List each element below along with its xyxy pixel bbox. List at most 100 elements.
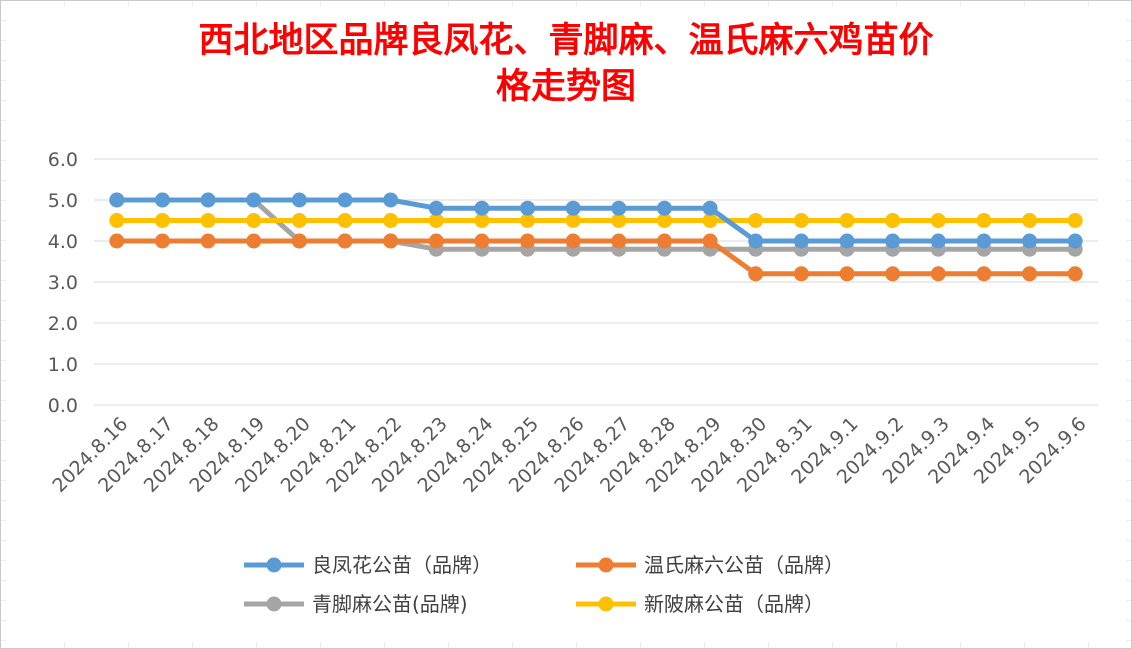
legend-item: 青脚麻公苗(品牌) [244,592,468,616]
data-point [656,233,672,249]
data-point [976,233,992,249]
legend-item: 温氏麻六公苗（品牌） [576,553,844,577]
x-axis-ticks: 2024.8.162024.8.172024.8.182024.8.192024… [48,413,1090,497]
data-point [383,213,399,228]
y-tick-label: 3.0 [48,272,78,294]
data-point [200,213,216,228]
data-point [748,266,764,282]
data-point [930,213,946,228]
y-tick-label: 6.0 [48,149,78,171]
data-point [520,213,536,228]
data-point [520,200,536,216]
data-point [702,233,718,249]
data-point [611,200,627,216]
legend-swatch-marker [266,596,282,612]
data-point [109,233,125,249]
data-point [200,192,216,208]
data-point [930,266,946,282]
data-point [611,213,627,228]
data-point [383,233,399,249]
data-point [611,233,627,249]
data-point [748,233,764,249]
data-point [839,233,855,249]
data-point [1022,266,1038,282]
data-point [930,233,946,249]
data-point [565,233,581,249]
data-point [383,192,399,208]
data-point [793,213,809,228]
data-point [337,192,353,208]
y-tick-label: 0.0 [48,395,78,417]
data-point [337,233,353,249]
data-point [428,213,444,228]
data-point [291,233,307,249]
data-point [246,233,262,249]
data-point [793,266,809,282]
data-point [976,213,992,228]
legend-item: 良凤花公苗（品牌） [244,553,492,577]
data-point [1022,233,1038,249]
data-point [656,213,672,228]
data-point [154,192,170,208]
data-point [656,200,672,216]
legend-swatch-marker [266,557,282,573]
data-point [839,213,855,228]
data-point [246,213,262,228]
legend-label: 温氏麻六公苗（品牌） [644,553,844,577]
data-point [246,192,262,208]
data-point [839,266,855,282]
data-point [200,233,216,249]
data-point [1067,266,1083,282]
data-point [474,200,490,216]
legend-item: 新陂麻公苗（品牌） [576,592,824,616]
series-lines [109,192,1083,282]
data-point [1067,233,1083,249]
chart-title-line-2: 格走势图 [495,66,636,107]
chart-area [6,6,1126,642]
series-3 [109,213,1083,228]
legend-label: 新陂麻公苗（品牌） [644,592,824,616]
legend-swatch-marker [598,596,614,612]
data-point [474,233,490,249]
legend-label: 良凤花公苗（品牌） [312,553,492,577]
legend: 良凤花公苗（品牌） 温氏麻六公苗（品牌） 青脚麻公苗(品牌) 新陂麻公苗（品牌） [244,553,844,616]
y-tick-label: 1.0 [48,354,78,376]
data-point [291,213,307,228]
series-line [116,238,1076,277]
y-tick-label: 5.0 [48,190,78,212]
chart-title-line-1: 西北地区品牌良凤花、青脚麻、温氏麻六鸡苗价 [198,20,934,61]
data-point [474,213,490,228]
data-point [885,266,901,282]
series-1 [109,233,1083,282]
data-point [520,233,536,249]
series-0 [109,192,1083,249]
data-point [1022,213,1038,228]
data-point [154,213,170,228]
data-point [428,200,444,216]
legend-label: 青脚麻公苗(品牌) [312,592,468,616]
y-axis-ticks: 0.0 1.0 2.0 3.0 4.0 5.0 6.0 [48,149,78,417]
data-point [976,266,992,282]
data-point [1067,213,1083,228]
data-point [337,213,353,228]
data-point [428,233,444,249]
y-tick-label: 2.0 [48,313,78,335]
data-point [291,192,307,208]
data-point [885,213,901,228]
data-point [565,213,581,228]
data-point [793,233,809,249]
y-tick-label: 4.0 [48,231,78,253]
gridlines [94,158,1098,406]
chart-title: 西北地区品牌良凤花、青脚麻、温氏麻六鸡苗价 格走势图 [0,18,1132,110]
data-point [565,200,581,216]
data-point [748,213,764,228]
data-point [154,233,170,249]
data-point [885,233,901,249]
data-point [109,213,125,228]
data-point [702,200,718,216]
data-point [702,213,718,228]
data-point [109,192,125,208]
series-line [116,197,1076,244]
legend-swatch-marker [598,557,614,573]
